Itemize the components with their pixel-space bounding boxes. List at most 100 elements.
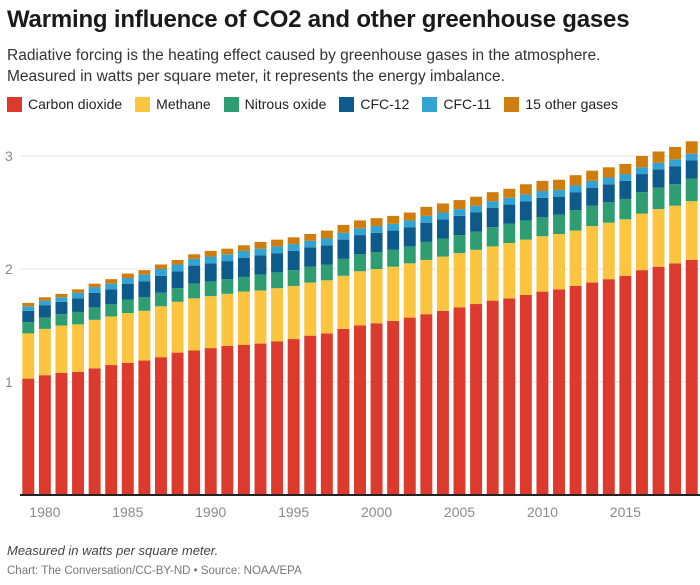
- bar-segment: [586, 180, 599, 188]
- legend-label: Methane: [156, 96, 211, 112]
- bar-segment: [38, 297, 51, 301]
- bar-segment: [121, 362, 134, 495]
- bar-segment: [486, 207, 499, 228]
- bar-segment: [536, 291, 549, 495]
- bar-segment: [221, 248, 234, 255]
- bar-segment: [685, 160, 698, 179]
- legend-swatch: [223, 96, 239, 112]
- bar-segment: [553, 214, 565, 234]
- bar-segment: [320, 333, 333, 495]
- bar-segment: [602, 202, 615, 223]
- bar-segment: [453, 200, 466, 210]
- bar-segment: [188, 298, 201, 351]
- bar-segment: [105, 279, 118, 284]
- bar-segment: [370, 232, 383, 253]
- bar-segment: [420, 259, 433, 315]
- legend-swatch: [339, 96, 355, 112]
- bar-segment: [237, 344, 250, 495]
- bar-segment: [171, 271, 184, 289]
- bar-segment: [586, 282, 599, 495]
- bar-segment: [569, 230, 582, 286]
- bar-segment: [652, 209, 665, 267]
- legend-item: Carbon dioxide: [7, 96, 122, 112]
- bar-segment: [38, 328, 51, 376]
- legend-item: 15 other gases: [504, 96, 618, 112]
- bar-segment: [652, 151, 665, 163]
- bar-segment: [171, 264, 184, 272]
- bar-segment: [602, 222, 615, 280]
- bar-segment: [72, 292, 85, 299]
- bar-segment: [536, 236, 549, 292]
- bar-segment: [320, 238, 333, 246]
- bar-segment: [55, 293, 68, 298]
- bar-segment: [121, 283, 134, 300]
- bar-segment: [602, 184, 615, 203]
- bar-segment: [22, 302, 35, 307]
- chart-source: Chart: The Conversation/CC-BY-ND • Sourc…: [7, 565, 302, 577]
- bar-segment: [519, 220, 532, 240]
- bar-segment: [685, 201, 698, 260]
- bar-segment: [204, 263, 217, 282]
- bar-segment: [503, 243, 516, 299]
- bar-segment: [55, 372, 68, 495]
- legend-swatch: [135, 96, 151, 112]
- bar-segment: [304, 247, 317, 267]
- bar-segment: [470, 196, 483, 206]
- bar-segment: [121, 313, 134, 363]
- bar-segment: [470, 231, 483, 250]
- bar-segment: [685, 178, 698, 202]
- chart-subtitle: Radiative forcing is the heating effect …: [7, 45, 695, 87]
- bar-segment: [553, 179, 565, 190]
- bar-segment: [121, 273, 134, 279]
- legend-label: CFC-11: [443, 96, 492, 112]
- bar-segment: [586, 226, 599, 283]
- bar-segment: [536, 197, 549, 218]
- bar-segment: [271, 246, 284, 254]
- bar-segment: [436, 238, 449, 257]
- bar-segment: [536, 180, 549, 192]
- bar-segment: [635, 156, 648, 168]
- bar-segment: [470, 304, 483, 495]
- x-tick-label: 2005: [444, 504, 475, 520]
- x-tick-label: 2015: [610, 504, 641, 520]
- bar-segment: [519, 184, 532, 195]
- bar-segment: [138, 297, 151, 311]
- bar-segment: [669, 263, 682, 495]
- bar-segment: [503, 204, 516, 224]
- bar-segment: [553, 289, 565, 495]
- subtitle-line-1: Radiative forcing is the heating effect …: [7, 47, 601, 64]
- bar-segment: [204, 256, 217, 264]
- bar-segment: [320, 230, 333, 239]
- bar-segment: [602, 177, 615, 185]
- bar-segment: [635, 167, 648, 175]
- bar-segment: [337, 275, 350, 329]
- bar-segment: [569, 192, 582, 211]
- bar-segment: [188, 258, 201, 266]
- bar-segment: [669, 166, 682, 185]
- bar-segment: [171, 301, 184, 353]
- legend-label: Nitrous oxide: [244, 96, 327, 112]
- bar-segment: [453, 209, 466, 216]
- bar-segment: [436, 310, 449, 495]
- bar-segment: [403, 317, 416, 495]
- bar-segment: [536, 217, 549, 237]
- bar-segment: [387, 320, 400, 495]
- bar-segment: [287, 270, 300, 286]
- bar-segment: [519, 294, 532, 495]
- bar-segment: [553, 233, 565, 290]
- bar-segment: [635, 174, 648, 193]
- bar-segment: [271, 341, 284, 495]
- bar-segment: [254, 274, 267, 291]
- bar-segment: [320, 280, 333, 334]
- legend-swatch: [504, 96, 520, 112]
- bar-segment: [138, 274, 151, 282]
- bar-segment: [237, 250, 250, 258]
- bar-segment: [155, 357, 167, 495]
- bar-segment: [237, 291, 250, 345]
- bar-segment: [486, 227, 499, 247]
- subtitle-line-2: Measured in watts per square meter, it r…: [7, 68, 505, 85]
- bar-segment: [436, 203, 449, 213]
- bar-segment: [304, 335, 317, 495]
- bar-segment: [105, 283, 118, 290]
- bar-segment: [221, 293, 234, 346]
